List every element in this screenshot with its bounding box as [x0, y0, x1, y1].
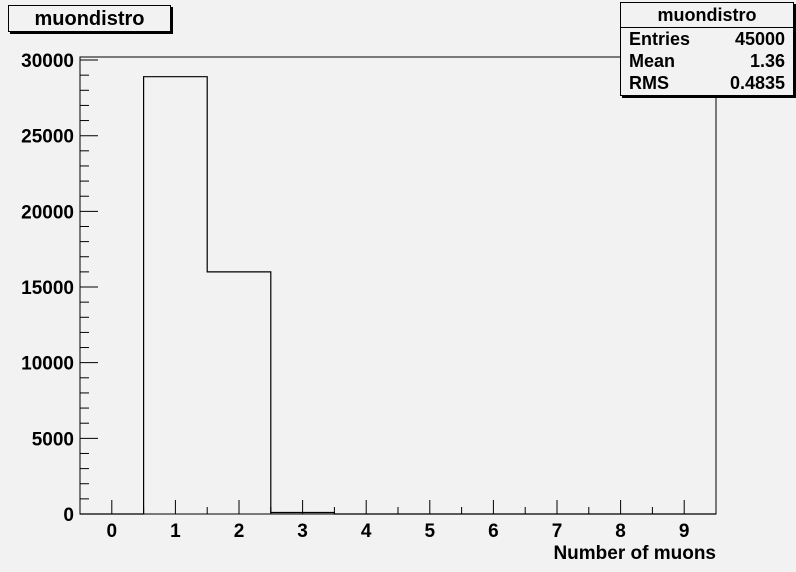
- x-tick-label: 4: [361, 521, 372, 542]
- stats-mean-label: Mean: [629, 51, 676, 71]
- plot-frame: [79, 56, 717, 515]
- x-tick-label: 6: [488, 521, 499, 542]
- y-tick-label: 25000: [21, 127, 74, 148]
- x-tick-label: 3: [297, 521, 308, 542]
- x-axis-label: Number of muons: [553, 543, 716, 564]
- chart-title: muondistro: [8, 5, 171, 32]
- stats-mean-value: 1.36: [749, 51, 785, 71]
- x-tick-label: 7: [552, 521, 563, 542]
- x-tick-label: 1: [170, 521, 181, 542]
- x-tick-label: 0: [107, 521, 118, 542]
- stats-entries-label: Entries: [629, 29, 691, 49]
- stats-row-entries: Entries 45000: [621, 28, 793, 50]
- x-tick-label: 5: [425, 521, 436, 542]
- y-tick-label: 30000: [21, 51, 74, 72]
- stats-entries-value: 45000: [734, 29, 785, 49]
- stats-box: muondistro Entries 45000 Mean 1.36 RMS 0…: [620, 2, 794, 96]
- stats-rms-value: 0.4835: [729, 73, 785, 93]
- stats-rms-label: RMS: [629, 73, 669, 93]
- stats-row-mean: Mean 1.36: [621, 50, 793, 72]
- x-tick-label: 8: [615, 521, 626, 542]
- stats-title: muondistro: [621, 3, 793, 28]
- x-tick-label: 9: [679, 521, 690, 542]
- y-tick-label: 20000: [21, 202, 74, 223]
- y-tick-label: 15000: [21, 278, 74, 299]
- y-tick-label: 10000: [21, 354, 74, 375]
- y-tick-label: 5000: [32, 429, 74, 450]
- x-tick-label: 2: [234, 521, 245, 542]
- y-tick-label: 0: [63, 505, 74, 526]
- stats-row-rms: RMS 0.4835: [621, 72, 793, 94]
